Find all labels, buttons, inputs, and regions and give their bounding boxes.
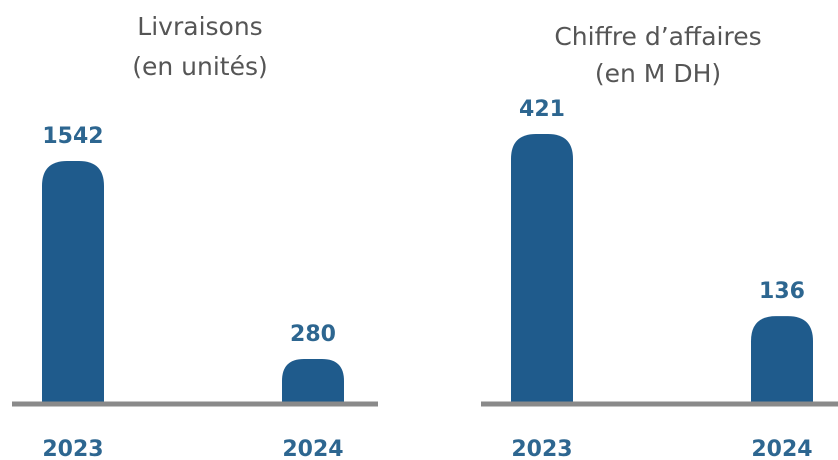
chart-subtitle: (en M DH) bbox=[595, 59, 721, 88]
data-label: 280 bbox=[290, 322, 336, 347]
data-label: 421 bbox=[519, 97, 565, 122]
bar bbox=[42, 161, 104, 403]
bar bbox=[751, 316, 813, 403]
data-label: 136 bbox=[759, 279, 805, 304]
chart-title: Livraisons bbox=[137, 12, 262, 41]
bar bbox=[511, 134, 573, 403]
x-tick-label: 2024 bbox=[282, 437, 343, 460]
x-tick-label: 2023 bbox=[511, 437, 572, 460]
data-label: 1542 bbox=[42, 124, 103, 149]
bar bbox=[282, 359, 344, 403]
chart-title: Chiffre d’affaires bbox=[554, 22, 761, 51]
x-tick-label: 2024 bbox=[751, 437, 812, 460]
x-tick-label: 2023 bbox=[42, 437, 103, 460]
chart-subtitle: (en unités) bbox=[132, 52, 268, 81]
